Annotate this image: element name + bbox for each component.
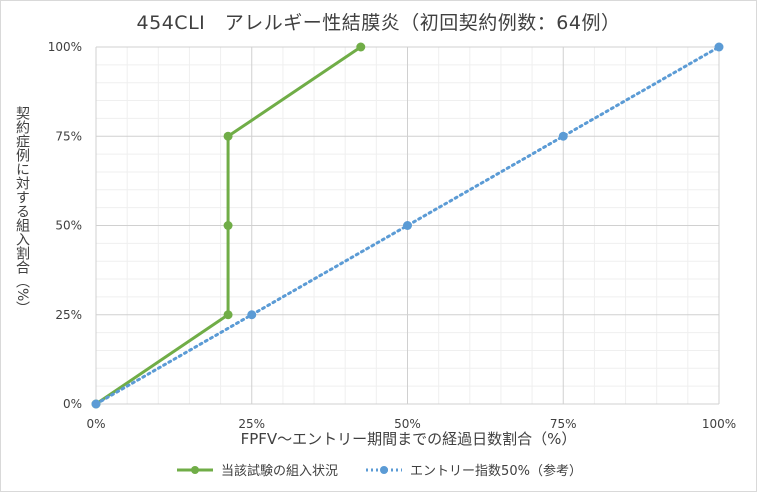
y-axis-label: 契約症例に対する組入割合（%） bbox=[14, 106, 30, 316]
y-tick-label: 50% bbox=[55, 219, 82, 233]
legend-item-series-2: エントリー指数50%（参考） bbox=[364, 460, 582, 479]
legend-label-series-2: エントリー指数50%（参考） bbox=[410, 464, 582, 479]
series-1-point bbox=[223, 310, 233, 320]
series-2-point bbox=[247, 310, 257, 320]
series-1-point bbox=[223, 221, 233, 230]
legend-swatch-series-1 bbox=[177, 465, 214, 474]
y-tick-label: 75% bbox=[55, 129, 82, 143]
x-tick-label: 0% bbox=[86, 417, 105, 431]
series-1-point bbox=[223, 131, 233, 141]
series-layer bbox=[91, 42, 724, 409]
x-tick-label: 100% bbox=[702, 417, 736, 431]
legend-label-series-1: 当該試験の組入状況 bbox=[221, 464, 339, 479]
y-tick-label: 0% bbox=[63, 397, 82, 411]
chart-title: 454CLI アレルギー性結膜炎（初回契約例数：64例） bbox=[136, 12, 621, 34]
x-axis-label: FPFV～エントリー期間までの経過日数割合（%） bbox=[240, 430, 577, 448]
y-tick-label: 100% bbox=[48, 40, 82, 54]
series-1-point bbox=[356, 42, 366, 52]
y-tick-labels: 0% 25% 50% 75% 100% bbox=[48, 40, 82, 411]
series-2-point bbox=[91, 399, 101, 409]
y-tick-label: 25% bbox=[55, 308, 82, 322]
series-2-point bbox=[558, 131, 568, 141]
legend-item-series-1: 当該試験の組入状況 bbox=[175, 460, 338, 479]
x-tick-labels: 0% 25% 50% 75% 100% bbox=[86, 417, 736, 431]
series-2-point bbox=[403, 221, 412, 230]
x-tick-label: 75% bbox=[550, 417, 577, 431]
x-tick-label: 50% bbox=[394, 417, 421, 431]
legend: 当該試験の組入状況 エントリー指数50%（参考） bbox=[0, 460, 757, 479]
legend-swatch-series-2 bbox=[366, 465, 403, 474]
x-tick-label: 25% bbox=[238, 417, 265, 431]
series-2-point bbox=[714, 42, 724, 52]
